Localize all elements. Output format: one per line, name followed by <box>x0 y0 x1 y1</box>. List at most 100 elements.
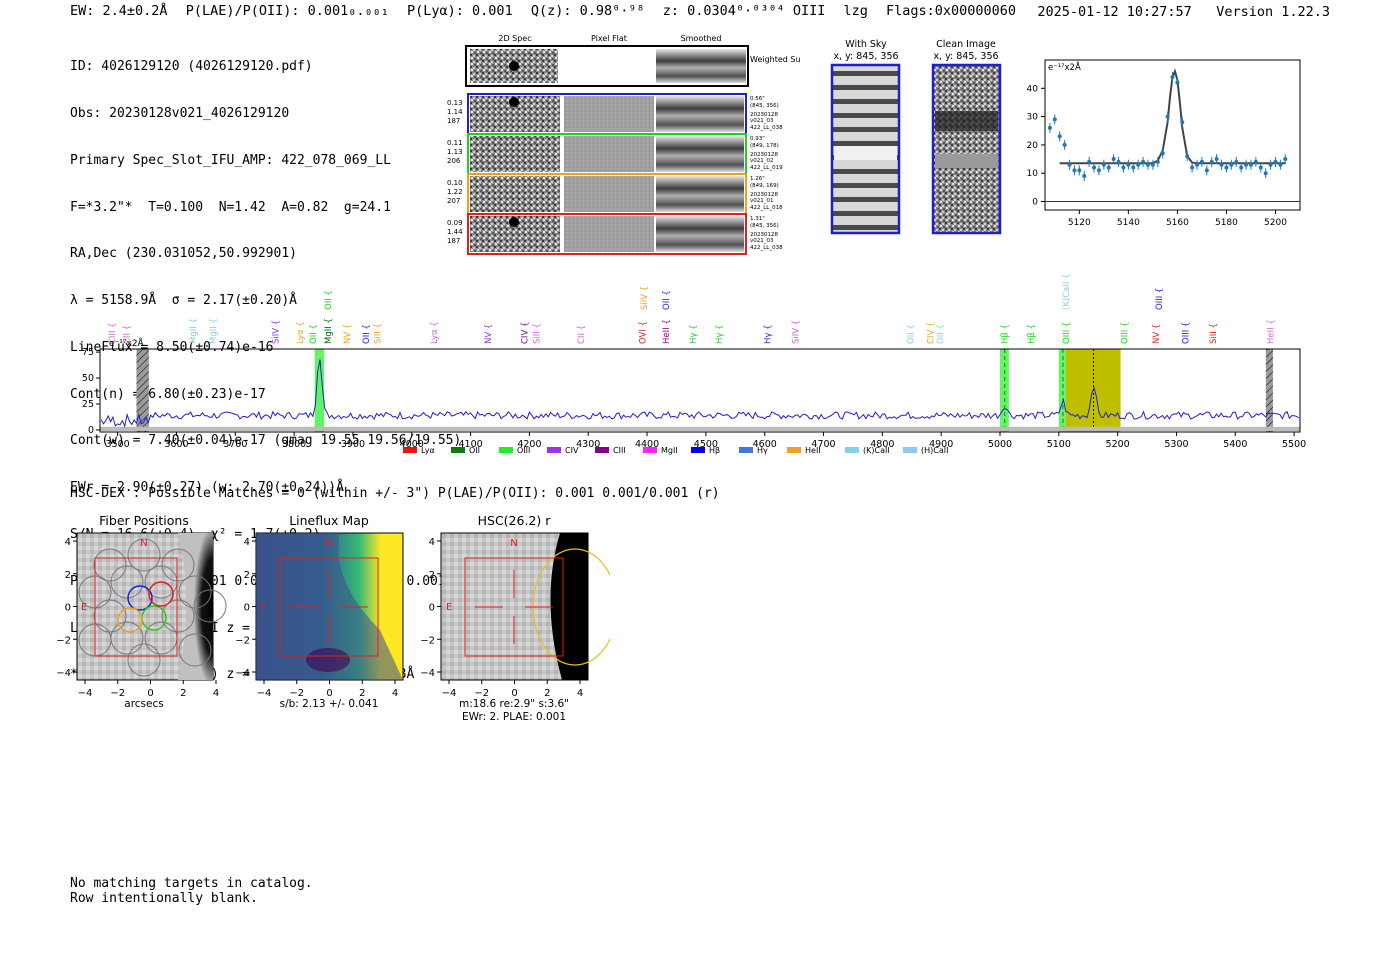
panel-ytick-label: 4 <box>65 537 71 548</box>
full-xtick-label: 5100 <box>1047 439 1071 450</box>
panel-ytick-label: −4 <box>235 668 250 679</box>
compass-e: E <box>260 602 266 613</box>
legend-label: CIV <box>565 446 579 455</box>
line-label: CII { <box>577 325 587 344</box>
row-stat: 1.44 <box>447 228 463 236</box>
zoom-data-point <box>1239 165 1244 170</box>
line-label-text: Hγ { <box>689 324 699 344</box>
line-label-text: NV { <box>1152 324 1162 344</box>
full-xtick-label: 5500 <box>1282 439 1306 450</box>
zoom-ytick-label: 40 <box>1027 84 1039 94</box>
row-stat: 0.10 <box>447 179 463 187</box>
zoom-data-point <box>1131 165 1136 170</box>
full-xtick-label: 5000 <box>988 439 1012 450</box>
line-label-text: OII { <box>662 290 672 310</box>
zoom-data-point <box>1096 168 1101 173</box>
header-datetime: 2025-01-12 10:27:57 <box>1037 4 1192 20</box>
line-label-text: OII { <box>907 324 917 344</box>
zoom-ytick-label: 0 <box>1032 198 1038 208</box>
line-label: OII { <box>936 324 946 344</box>
line-label-text: CII { <box>122 325 132 344</box>
info-line: Cont(n) = 6.80(±0.23)e-17 <box>70 386 266 402</box>
line-label-text: Hβ { <box>1001 324 1011 344</box>
line-label-text: OIII { <box>1181 322 1191 344</box>
compass-e: E <box>446 602 452 613</box>
cutout-row: 0.10 1.22 207 1.26" (849, 169) 20230128 … <box>447 173 783 215</box>
row-meta: 0.56" <box>750 96 765 102</box>
row-meta: v021_03 <box>750 238 774 244</box>
zoom-data-point <box>1077 168 1082 173</box>
full-plot-frame <box>99 348 1301 433</box>
zoom-data-point <box>1214 157 1219 162</box>
datestamp: 2025-01-12 10:27:57 Version 1.22.3 <box>1037 4 1330 20</box>
cutout-row: 0.13 1.14 187 0.56" (845, 356) 20230128 … <box>447 93 783 135</box>
line-label-text: NV { <box>484 324 494 344</box>
row-meta: 20230128 <box>750 112 778 118</box>
line-label: OVI { <box>638 321 648 344</box>
line-label: NV { <box>1152 324 1162 344</box>
zoom-data-point <box>1195 162 1200 167</box>
line-label: Hβ { <box>1001 324 1011 344</box>
full-xtick-label: 4200 <box>517 439 541 450</box>
legend-label: Lyα <box>421 446 435 455</box>
full-ytick-label: 75 <box>82 347 94 358</box>
legend-swatch <box>595 447 609 453</box>
legend-swatch <box>903 447 917 453</box>
zoom-data-point <box>1268 162 1273 167</box>
line-label: Lyα { <box>430 321 440 344</box>
line-label: MgII { <box>209 318 219 344</box>
hsc-dex-summary: HSC-DEX : Possible Matches = 0 (within +… <box>70 486 720 501</box>
zoom-data-point <box>1199 159 1204 164</box>
panel-ytick-label: 4 <box>244 537 250 548</box>
row-meta: (849, 169) <box>750 183 779 189</box>
panel-ytick-label: 2 <box>244 570 250 581</box>
zoom-data-point <box>1121 165 1126 170</box>
cutout-row: 0.09 1.44 187 1.31" (845, 356) 20230128 … <box>447 213 783 255</box>
hsc-image-panel: HSC(26.2) r N E m:18.6 re:2.9" s:3.6" EW… <box>440 513 610 723</box>
zoom-data-point <box>1283 157 1288 162</box>
zoom-xtick-label: 5160 <box>1166 218 1189 228</box>
line-label-text: OII { <box>362 324 372 344</box>
panel-sub: EWr: 2. PLAE: 0.001 <box>462 711 566 723</box>
line-label-text: MgII { <box>209 318 219 344</box>
header-bar: EW: 2.4±0.2Å P(LAE)/P(OII): 0.001₀.₀₀₁ P… <box>70 3 1026 19</box>
panel-xtick-label: −2 <box>289 688 304 699</box>
zoom-data-point <box>1185 154 1190 159</box>
zoom-data-point <box>1150 162 1155 167</box>
panel-xlabel: arcsecs <box>124 698 163 710</box>
line-label-text: CIII { <box>108 322 118 344</box>
zoom-data-point <box>1263 171 1268 176</box>
info-line: LineFlux = 8.50(±0.74)e-16 <box>70 339 274 355</box>
info-line: Cont(w) = 7.40(±0.04)e-17 (gmag 19.55 19… <box>70 433 462 449</box>
zoom-ytick-label: 20 <box>1027 141 1039 151</box>
clean-image-title: Clean Image <box>936 39 996 50</box>
panel-ytick-label: 0 <box>244 603 250 614</box>
info-line: λ = 5158.9Å σ = 2.17(±0.20)Å <box>70 293 297 309</box>
full-xtick-label: 4600 <box>753 439 777 450</box>
info-line: RA,Dec (230.031052,50.992901) <box>70 246 297 262</box>
row-meta: 0.93" <box>750 136 765 142</box>
line-label: SiIV { <box>271 320 281 344</box>
line-label: OII { <box>309 324 319 344</box>
panel-xtick-label: 2 <box>359 688 365 699</box>
zoom-data-point <box>1141 159 1146 164</box>
line-label: OIII { <box>1181 322 1191 344</box>
row-meta: 422_LL_038 <box>750 245 783 251</box>
zoom-data-point <box>1067 162 1072 167</box>
line-label: OII { <box>907 324 917 344</box>
zoom-ylabel: e⁻¹⁷x2Å <box>1048 61 1081 73</box>
line-label: CIII { <box>108 322 118 344</box>
row-stat: 0.11 <box>447 139 463 147</box>
panel-xtick-label: 0 <box>326 688 332 699</box>
panel-ytick-label: 4 <box>429 537 435 548</box>
legend-swatch <box>403 447 417 453</box>
line-label: Hγ { <box>715 324 725 344</box>
line-label-text: CII { <box>577 325 587 344</box>
zoom-data-point <box>1101 162 1106 167</box>
line-label: OII { <box>662 290 672 310</box>
zoom-data-point <box>1258 165 1263 170</box>
row-stat: 0.13 <box>447 99 463 107</box>
header-version: Version 1.22.3 <box>1216 4 1330 20</box>
panel-xtick-label: 4 <box>213 688 219 699</box>
zoom-data-point <box>1229 162 1234 167</box>
